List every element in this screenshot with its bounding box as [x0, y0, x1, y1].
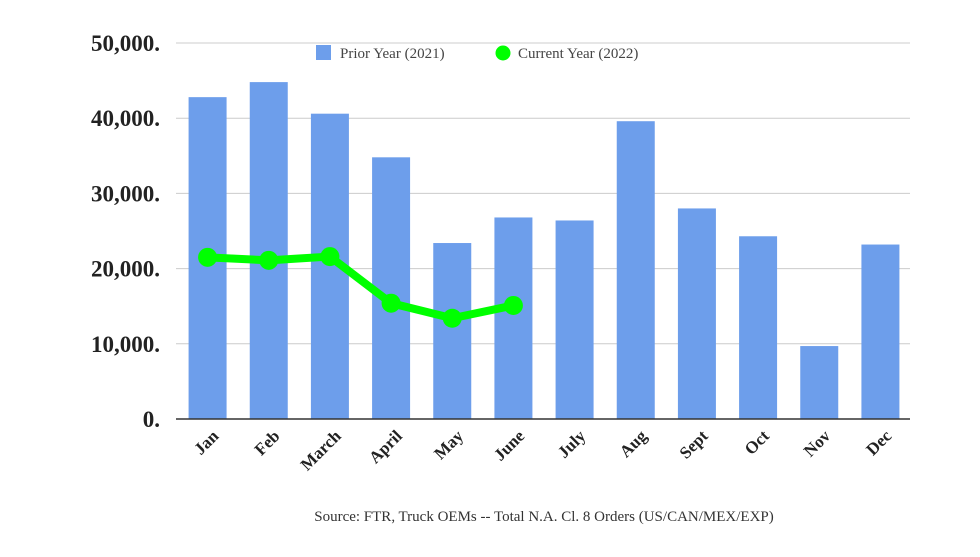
legend-label-prior-year: Prior Year (2021) — [340, 46, 445, 62]
bar — [739, 236, 778, 419]
legend: Prior Year (2021) Current Year (2022) — [316, 45, 638, 62]
bar — [800, 346, 839, 419]
series-line — [203, 252, 518, 323]
y-tick-label: 20,000. — [91, 257, 160, 282]
source-note: Source: FTR, Truck OEMs -- Total N.A. Cl… — [314, 509, 774, 525]
legend-marker-current-year — [495, 45, 511, 61]
x-tick-label: Sept — [676, 426, 712, 462]
data-point — [503, 295, 523, 315]
bar-series — [188, 82, 900, 420]
x-tick-label: July — [554, 426, 590, 462]
data-point — [259, 250, 279, 270]
bar — [372, 157, 411, 419]
data-point — [381, 293, 401, 313]
y-tick-label: 30,000. — [91, 181, 160, 206]
y-tick-label: 40,000. — [91, 106, 160, 131]
x-tick-label: May — [430, 426, 467, 463]
data-point — [198, 247, 218, 267]
y-tick-label: 0. — [143, 407, 160, 432]
gridlines — [176, 42, 910, 345]
line-series — [198, 247, 523, 328]
legend-swatch-prior-year — [316, 45, 331, 60]
x-tick-label: April — [365, 426, 406, 467]
legend-label-current-year: Current Year (2022) — [518, 46, 638, 62]
y-tick-label: 50,000. — [91, 31, 160, 56]
bar — [616, 121, 655, 419]
x-tick-label: Aug — [616, 426, 651, 461]
x-tick-label: Oct — [741, 426, 773, 458]
bar — [433, 243, 472, 419]
bar — [677, 208, 716, 419]
bar — [555, 220, 594, 419]
bar — [249, 82, 288, 419]
y-tick-label: 10,000. — [91, 332, 160, 357]
x-tick-label: March — [297, 426, 345, 474]
x-tick-label: Nov — [800, 426, 834, 460]
x-tick-label: June — [490, 426, 528, 464]
x-tick-label: Feb — [251, 426, 284, 459]
data-point — [320, 247, 340, 267]
x-tick-label: Dec — [862, 426, 895, 459]
x-tick-label: Jan — [190, 426, 223, 459]
bar — [861, 244, 900, 419]
bar — [494, 217, 533, 419]
data-point — [442, 308, 462, 328]
